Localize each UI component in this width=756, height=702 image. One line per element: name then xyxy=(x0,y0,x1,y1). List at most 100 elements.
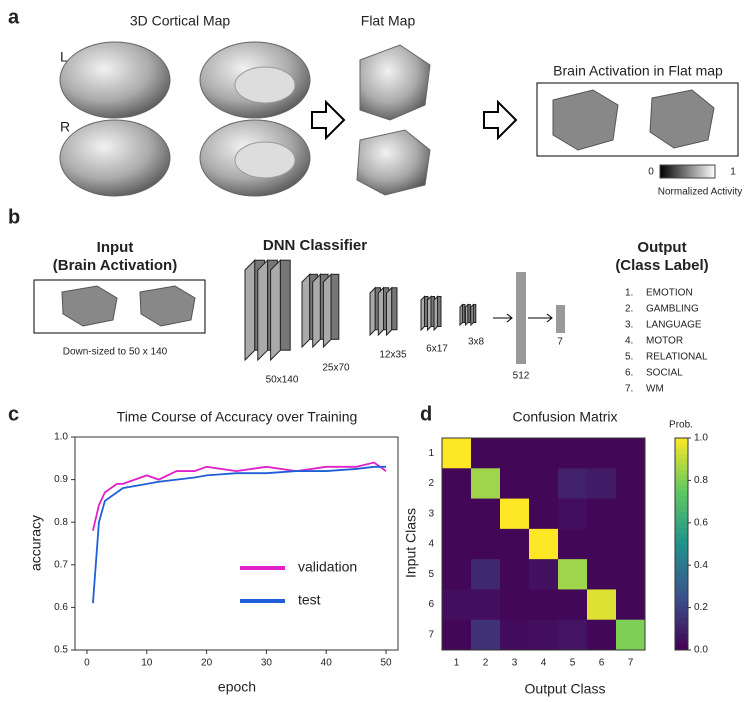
page: a 3D Cortical Map L R Flat Map Brain Act… xyxy=(0,0,756,702)
x-tick-label: 10 xyxy=(141,658,153,669)
heatmap-cell xyxy=(616,589,646,620)
colorbar-segment xyxy=(675,486,688,492)
heatmap-cell xyxy=(587,620,617,651)
panel-letter: b xyxy=(8,206,20,228)
layer-block xyxy=(370,288,375,335)
layer-label: 3x8 xyxy=(468,337,485,348)
x-tick-label: 20 xyxy=(201,658,213,669)
x-tick-label: 1 xyxy=(454,658,460,669)
output-title: (Class Label) xyxy=(615,257,708,274)
x-tick-label: 7 xyxy=(628,658,634,669)
heatmap-cell xyxy=(442,438,472,469)
heatmap-cell xyxy=(442,499,472,530)
heatmap-cell xyxy=(500,529,530,560)
colorbar-segment xyxy=(675,491,688,497)
layer-block xyxy=(438,297,442,327)
class-label: GAMBLING xyxy=(646,304,699,315)
colorbar-tick-label: 0.6 xyxy=(694,517,708,528)
heatmap-cell xyxy=(471,589,501,620)
colorbar-tick-label: 0.4 xyxy=(694,560,708,571)
heatmap-cell xyxy=(616,559,646,590)
x-tick-label: 30 xyxy=(261,658,273,669)
colorbar-segment xyxy=(675,549,688,555)
x-tick-label: 40 xyxy=(321,658,333,669)
colorbar-segment xyxy=(675,571,688,577)
class-label: MOTOR xyxy=(646,336,683,347)
heatmap-cell xyxy=(529,468,559,499)
heatmap-cell xyxy=(500,559,530,590)
panel-letter: c xyxy=(8,403,19,425)
heatmap-cell xyxy=(529,529,559,560)
heatmap-cell xyxy=(587,438,617,469)
layer-block xyxy=(462,305,464,323)
y-tick-label: 7 xyxy=(428,629,434,640)
class-number: 5. xyxy=(625,352,633,363)
y-tick-label: 1.0 xyxy=(54,432,68,443)
class-number: 7. xyxy=(625,384,633,395)
heatmap-cell xyxy=(616,468,646,499)
arrow xyxy=(484,102,516,138)
colorbar-segment xyxy=(675,560,688,566)
layer-block xyxy=(280,260,290,350)
layer-block xyxy=(271,260,281,360)
colorbar-segment xyxy=(675,480,688,486)
heatmap-cell xyxy=(471,468,501,499)
dense-layer xyxy=(516,272,526,364)
colorbar-segment xyxy=(675,608,688,614)
x-tick-label: 3 xyxy=(512,658,518,669)
heatmap-cell xyxy=(558,559,588,590)
heatmap-cell xyxy=(616,529,646,560)
colorbar-segment xyxy=(675,507,688,513)
y-tick-label: 0.9 xyxy=(54,474,68,485)
colorbar-segment xyxy=(675,586,688,592)
arrow xyxy=(493,314,512,322)
class-list: 1.EMOTION2.GAMBLING3.LANGUAGE4.MOTOR5.RE… xyxy=(625,288,708,395)
output-layer xyxy=(556,305,565,333)
heatmap-cell xyxy=(471,559,501,590)
heatmap-cell xyxy=(442,468,472,499)
layer-label: 7 xyxy=(557,337,563,348)
layer-block xyxy=(428,297,432,331)
colorbar-segment xyxy=(675,496,688,502)
x-axis-label: epoch xyxy=(218,679,256,695)
heatmap-cell xyxy=(500,620,530,651)
class-label: LANGUAGE xyxy=(646,320,702,331)
heatmap-cell xyxy=(616,438,646,469)
heatmap-cell xyxy=(500,438,530,469)
heatmap-cell xyxy=(500,499,530,530)
colorbar-segment xyxy=(675,618,688,624)
layer-block xyxy=(392,288,397,330)
y-tick-label: 1 xyxy=(428,448,434,459)
class-number: 1. xyxy=(625,288,633,299)
colorbar-segment xyxy=(675,544,688,550)
class-number: 2. xyxy=(625,304,633,315)
legend-label: test xyxy=(298,592,321,608)
colorbar-segment xyxy=(675,639,688,645)
colorbar-tick-label: 0.8 xyxy=(694,475,708,486)
colorbar-segment xyxy=(675,454,688,460)
heatmap-cell xyxy=(471,438,501,469)
heatmap-cell xyxy=(616,499,646,530)
x-tick-label: 6 xyxy=(599,658,605,669)
colorbar-segment xyxy=(675,597,688,603)
heatmap-cell xyxy=(442,559,472,590)
y-tick-label: 0.6 xyxy=(54,602,68,613)
class-label: WM xyxy=(646,384,664,395)
heatmap-cell xyxy=(529,589,559,620)
cortical-brains xyxy=(60,42,310,196)
layer-block xyxy=(331,274,339,339)
colorbar-segment xyxy=(675,624,688,630)
heatmap-cell xyxy=(558,499,588,530)
colorbar-tick-label: 0.2 xyxy=(694,602,708,613)
y-tick-label: 0.5 xyxy=(54,645,68,656)
arrow xyxy=(528,314,552,322)
flat-maps xyxy=(357,45,430,195)
charts: Time Course of Accuracy over Training0.5… xyxy=(28,409,709,697)
panel-letter: a xyxy=(8,6,20,28)
layer-block xyxy=(434,297,438,331)
x-tick-label: 50 xyxy=(380,658,392,669)
colorbar-segment xyxy=(675,502,688,508)
layer-label: 25x70 xyxy=(322,363,350,374)
layer-block xyxy=(323,274,331,347)
colorbar-segment xyxy=(675,539,688,545)
